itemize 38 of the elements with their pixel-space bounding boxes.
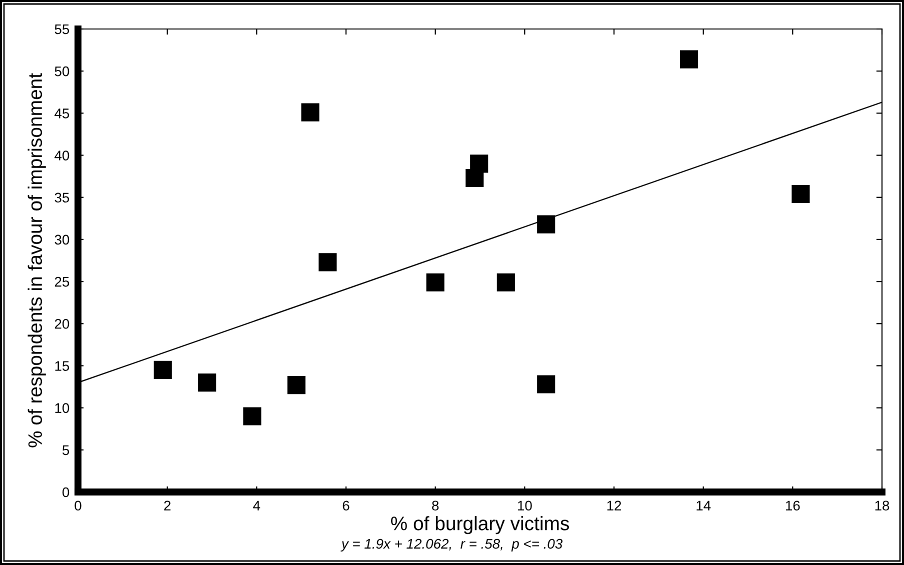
y-tick-label: 0 [62,487,70,498]
x-tick-label: 0 [74,500,82,511]
point [243,407,262,426]
y-tick-label: 20 [54,318,70,329]
x-axis-title: % of burglary victims [391,516,569,534]
y-axis-title: % of respondents in favour of imprisonment [28,73,46,448]
x-tick-label: 14 [696,500,711,510]
y-tick-label: 40 [54,150,70,160]
y-tick-label: 15 [55,361,70,371]
y-tick-label: 45 [54,108,70,118]
x-tick-label: 2 [164,500,170,510]
y-tick-label: 35 [54,192,70,203]
y-tick-label: 25 [54,276,70,287]
x-tick-label: 8 [432,500,439,511]
point [470,154,488,173]
x-tick-label: 18 [875,500,890,511]
point [537,375,556,394]
point [154,360,172,379]
x-tick-label: 4 [253,500,260,510]
y-tick-label: 50 [54,66,70,76]
point [426,273,444,292]
y-tick-label: 5 [62,445,70,456]
y-tick-label: 10 [55,403,70,413]
point [301,103,320,122]
x-tick-label: 12 [607,500,622,510]
x-tick-label: 6 [342,500,350,511]
text: y = 1.9x + 12.062, r = .58, p <= .03 [340,538,562,552]
point [680,50,698,68]
point [318,253,337,272]
point [792,184,810,204]
point [287,376,306,394]
point [198,374,216,392]
x-tick-label: 16 [786,500,800,511]
point [537,215,556,234]
point [496,273,515,292]
y-tick-label: 55 [54,24,70,34]
y-tick-label: 30 [54,234,70,245]
x-tick-label: 10 [518,500,532,511]
